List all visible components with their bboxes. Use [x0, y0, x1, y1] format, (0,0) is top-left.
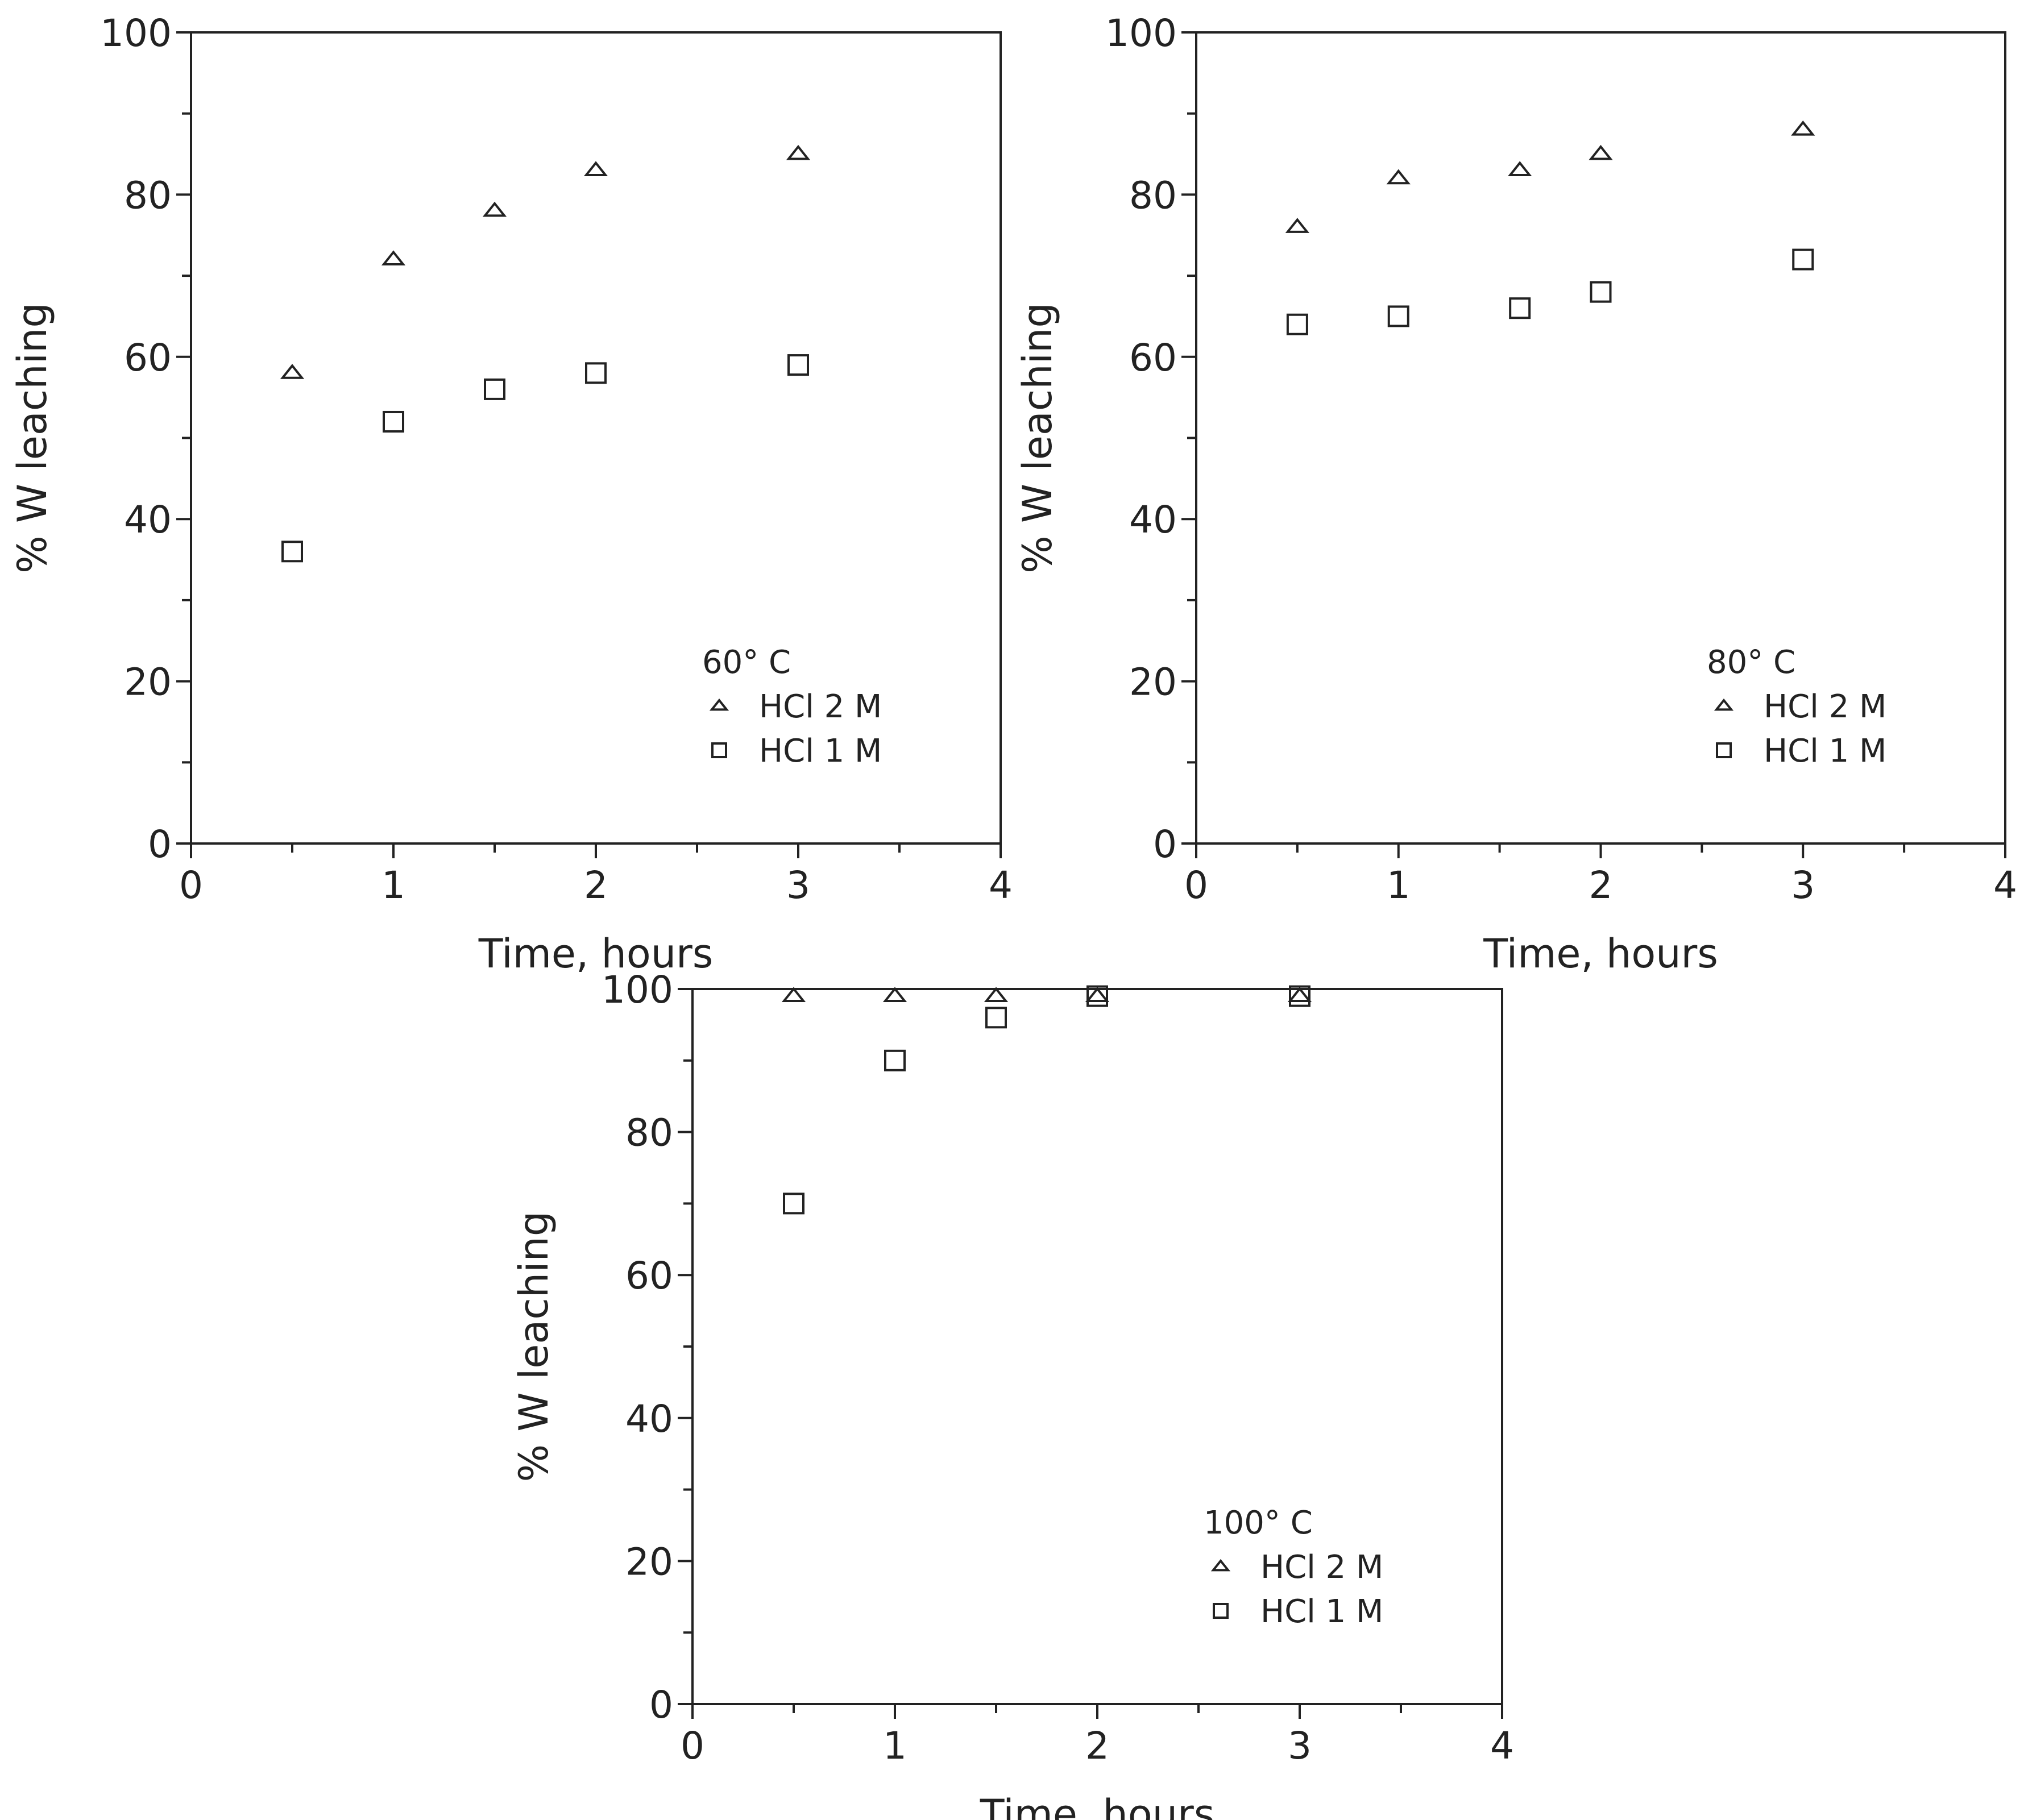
x-tick-label: 0	[681, 1724, 704, 1768]
y-tick-label: 0	[1153, 822, 1177, 866]
x-tick-label: 3	[1791, 863, 1815, 907]
legend: 100° C HCl 2 M HCl 1 M	[1204, 1505, 1383, 1630]
y-tick-label: 0	[148, 822, 172, 866]
legend-square-icon	[1213, 1603, 1229, 1619]
y-tick-label: 40	[124, 498, 172, 542]
y-tick-label: 20	[124, 660, 172, 704]
x-axis-title: Time, hours	[478, 930, 714, 977]
y-tick-label: 80	[625, 1111, 673, 1155]
legend-title: 80° C	[1707, 644, 1795, 681]
series-square	[1286, 248, 1814, 335]
legend-triangle-icon	[1714, 698, 1734, 711]
legend-square-icon	[1716, 742, 1732, 758]
data-point-square	[1509, 297, 1531, 319]
data-point-triangle	[984, 987, 1009, 1002]
x-tick-label: 1	[1387, 863, 1411, 907]
data-point-square	[985, 1007, 1007, 1029]
x-tick-label: 3	[786, 863, 810, 907]
data-point-square	[1286, 313, 1308, 335]
x-tick-label: 1	[381, 863, 405, 907]
x-tick-label: 1	[883, 1724, 907, 1768]
y-tick-label: 100	[1105, 11, 1177, 55]
x-tick-label: 2	[1085, 1724, 1109, 1768]
legend: 60° C HCl 2 M HCl 1 M	[702, 644, 882, 770]
legend-title: 60° C	[702, 644, 791, 681]
data-point-triangle	[1285, 218, 1310, 233]
data-point-triangle	[1589, 144, 1613, 160]
data-point-triangle	[482, 201, 507, 217]
data-point-square	[383, 410, 404, 433]
x-tick-label: 0	[1184, 863, 1208, 907]
legend-label: HCl 2 M	[1260, 1549, 1383, 1586]
data-point-triangle	[786, 144, 811, 160]
y-tick-label: 60	[625, 1254, 673, 1298]
y-tick-label: 40	[1129, 498, 1177, 542]
data-point-triangle	[280, 364, 305, 379]
y-axis-title: % W leaching	[1014, 302, 1061, 574]
data-point-square	[1387, 305, 1409, 327]
x-tick-label: 4	[1993, 863, 2017, 907]
data-point-square	[1590, 281, 1612, 303]
data-point-square	[1289, 985, 1310, 1007]
series-triangle	[781, 987, 1312, 1002]
legend-title: 100° C	[1204, 1505, 1313, 1541]
y-tick-label: 60	[1129, 336, 1177, 380]
legend-label: HCl 1 M	[1260, 1593, 1383, 1630]
legend-triangle-icon	[709, 698, 729, 711]
y-tick-label: 20	[1129, 660, 1177, 704]
x-tick-label: 4	[989, 863, 1013, 907]
data-point-triangle	[781, 987, 806, 1002]
data-point-square	[783, 1192, 804, 1215]
series-square	[281, 354, 809, 563]
legend-triangle-icon	[1210, 1559, 1231, 1572]
y-tick-label: 80	[124, 173, 172, 217]
data-point-triangle	[1791, 120, 1815, 136]
y-tick-label: 80	[1129, 173, 1177, 217]
legend-label: HCl 1 M	[759, 733, 882, 770]
y-tick-label: 20	[625, 1540, 673, 1584]
x-axis-title: Time, hours	[980, 1791, 1215, 1820]
data-point-triangle	[381, 250, 406, 265]
legend: 80° C HCl 2 M HCl 1 M	[1707, 644, 1886, 770]
y-tick-label: 60	[124, 336, 172, 380]
y-tick-label: 40	[625, 1397, 673, 1441]
y-tick-label: 100	[602, 968, 673, 1012]
x-tick-label: 0	[179, 863, 203, 907]
legend-label: HCl 2 M	[759, 688, 882, 725]
data-point-square	[484, 378, 505, 400]
x-tick-label: 2	[584, 863, 608, 907]
data-point-triangle	[1287, 987, 1312, 1002]
y-axis-title: % W leaching	[511, 1211, 557, 1482]
x-axis-title: Time, hours	[1483, 930, 1718, 977]
x-tick-label: 2	[1589, 863, 1613, 907]
legend-label: HCl 2 M	[1764, 688, 1886, 725]
series-triangle	[1285, 120, 1815, 233]
y-tick-label: 100	[100, 11, 172, 55]
data-point-square	[585, 362, 607, 384]
data-point-triangle	[882, 987, 907, 1002]
x-tick-label: 4	[1490, 1724, 1514, 1768]
y-tick-label: 0	[649, 1683, 673, 1727]
data-point-square	[1086, 985, 1108, 1007]
data-point-square	[787, 354, 809, 376]
data-point-square	[884, 1049, 906, 1071]
series-triangle	[280, 144, 811, 379]
data-point-square	[281, 541, 303, 563]
data-point-triangle	[583, 161, 608, 177]
legend-square-icon	[711, 742, 727, 758]
series-square	[783, 985, 1310, 1215]
data-point-triangle	[1508, 161, 1532, 177]
data-point-square	[1792, 248, 1814, 271]
data-point-triangle	[1085, 987, 1110, 1002]
data-point-triangle	[1386, 169, 1411, 185]
legend-label: HCl 1 M	[1764, 733, 1886, 770]
x-tick-label: 3	[1288, 1724, 1312, 1768]
y-axis-title: % W leaching	[9, 302, 56, 574]
